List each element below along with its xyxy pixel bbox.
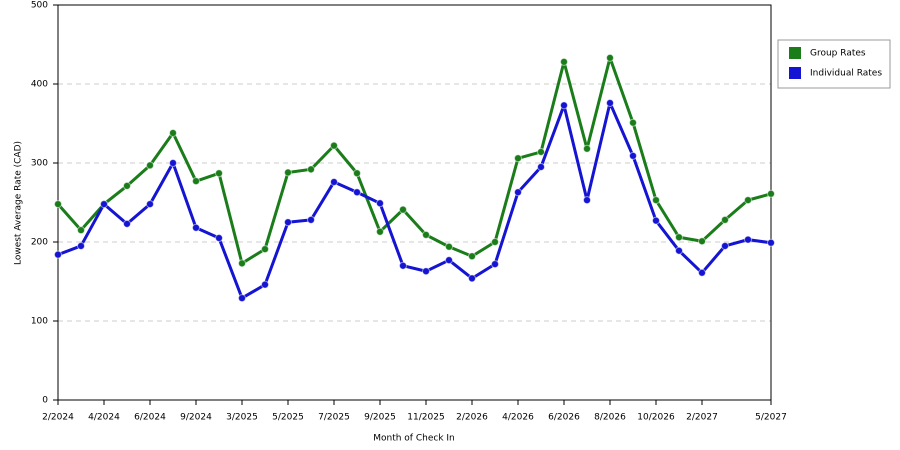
point [215,169,223,178]
point [537,162,545,171]
point [652,196,660,205]
point [238,294,246,303]
point [422,230,430,239]
x-tick-label: 4/2026 [502,413,534,423]
point [261,280,269,289]
point [468,274,476,283]
x-tick-label: 4/2024 [88,413,120,423]
plot-frame [57,4,772,401]
legend-label: Group Rates [810,49,866,59]
point [767,189,775,198]
point [583,196,591,205]
point [514,188,522,197]
x-tick-label: 5/2025 [272,413,304,423]
x-tick-label: 10/2026 [637,413,675,423]
point [307,215,315,224]
point [399,205,407,214]
point [146,200,154,209]
x-tick-label: 5/2027 [755,413,787,423]
point [146,161,154,170]
point [744,196,752,205]
y-tick-label: 0 [42,396,48,406]
point [54,200,62,209]
legend-swatch [789,67,801,79]
series-line [57,101,772,300]
point [77,241,85,250]
point [629,118,637,127]
point [721,215,729,224]
point [330,177,338,186]
point [330,141,338,150]
point [721,241,729,250]
legend-swatch [789,47,801,59]
y-tick-label: 200 [31,238,48,248]
point [376,227,384,236]
point [629,151,637,160]
point [422,267,430,276]
x-axis-label: Month of Check In [373,434,455,444]
x-tick-label: 2/2027 [686,413,718,423]
point [767,238,775,247]
point [376,199,384,208]
point [652,216,660,225]
x-tick-label: 9/2025 [364,413,396,423]
point [54,250,62,259]
x-tick-label: 2/2026 [456,413,488,423]
x-tick-label: 11/2025 [407,413,444,423]
point [560,101,568,110]
point [123,181,131,190]
point [307,165,315,174]
point [491,260,499,269]
point [583,144,591,153]
point [606,53,614,62]
point [77,226,85,235]
x-tick-label: 9/2024 [180,413,212,423]
point [238,259,246,268]
legend-label: Individual Rates [810,69,882,79]
point [192,177,200,186]
point [675,233,683,242]
point [261,245,269,254]
point [675,246,683,255]
point [169,159,177,167]
x-tick-label: 3/2025 [226,413,258,423]
y-tick-label: 100 [31,317,48,327]
x-tick-label: 6/2024 [134,413,166,423]
point [215,234,223,243]
y-tick-label: 300 [31,159,48,169]
y-tick-label: 400 [31,80,48,90]
x-tick-label: 2/2024 [42,413,74,423]
point [445,256,453,265]
point [491,238,499,246]
point [606,98,614,107]
point [284,168,292,177]
point [353,169,361,178]
point [192,223,200,232]
x-tick-label: 8/2026 [594,413,626,423]
point [698,268,706,277]
y-tick-label: 500 [31,1,48,11]
point [560,57,568,66]
point [284,218,292,227]
series-line [56,56,772,265]
y-axis-label: Lowest Average Rate (CAD) [14,141,24,265]
point [537,147,545,156]
point [744,235,752,244]
point [123,219,131,228]
point [353,188,361,197]
point [399,261,407,270]
x-tick-label: 6/2026 [548,413,580,423]
point [445,242,453,251]
point [100,200,108,209]
point [468,252,476,261]
point [514,154,522,163]
point [698,237,706,246]
x-tick-label: 7/2025 [318,413,350,423]
point [169,128,177,137]
